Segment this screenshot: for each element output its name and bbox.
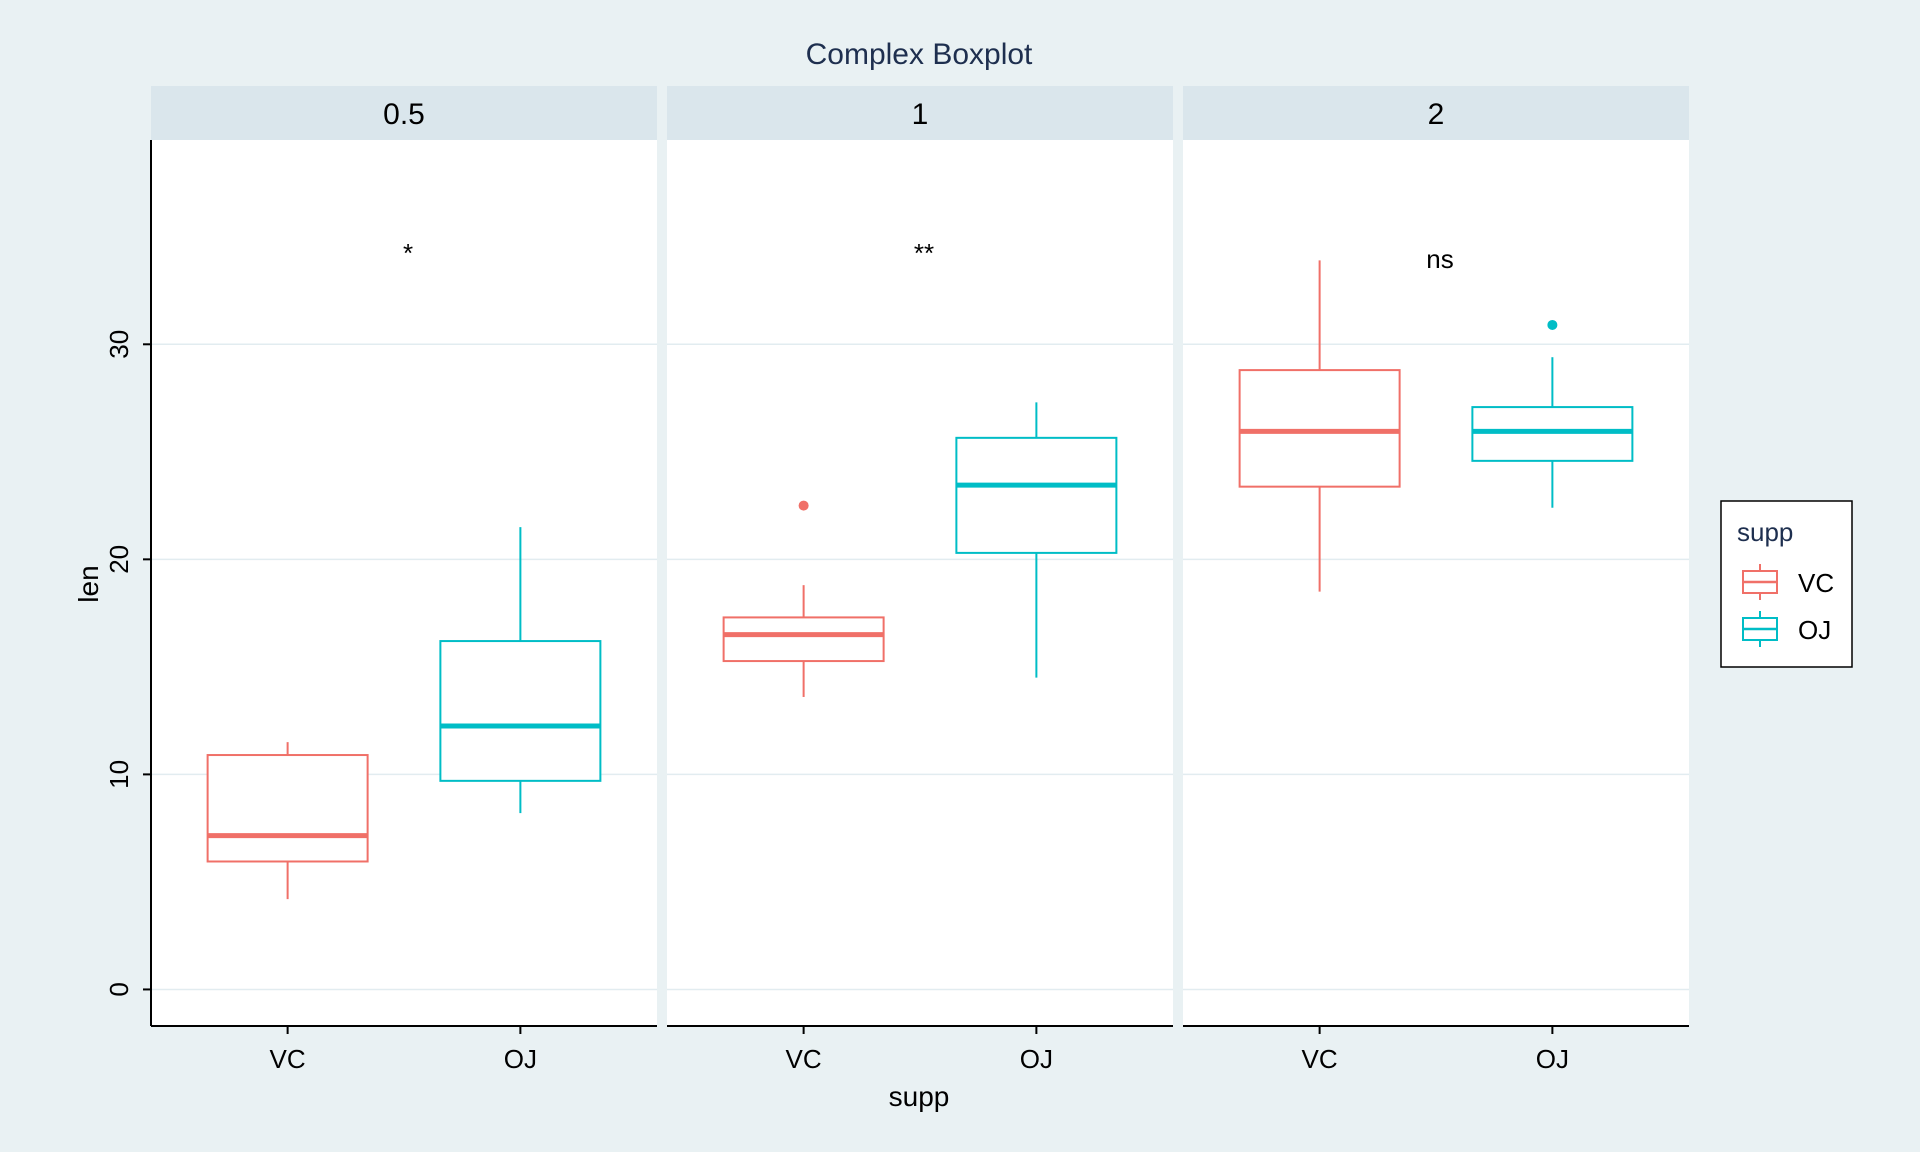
- facet-strip-label: 0.5: [383, 98, 425, 131]
- facet-strip: [667, 86, 1173, 140]
- box-body: [955, 436, 1118, 554]
- y-tick-label: 0: [104, 982, 134, 996]
- legend-key-oj: [1742, 611, 1778, 647]
- x-tick-label: OJ: [504, 1044, 537, 1074]
- box-vc: [206, 742, 369, 900]
- facet-strip: [1183, 86, 1689, 140]
- legend-key-vc: [1742, 564, 1778, 600]
- outlier-point: [1547, 319, 1558, 330]
- y-tick-label: 20: [104, 545, 134, 574]
- facet-panel: 1 VC OJ **: [667, 86, 1173, 1074]
- box-vc: [722, 500, 885, 697]
- x-tick-label: VC: [1302, 1044, 1338, 1074]
- x-tick-label: VC: [270, 1044, 306, 1074]
- box-body: [206, 754, 369, 863]
- facet-panel: 2 VC OJ ns: [1183, 86, 1689, 1074]
- x-tick-label: VC: [786, 1044, 822, 1074]
- y-tick-label: 30: [104, 330, 134, 359]
- legend-label: OJ: [1798, 615, 1831, 645]
- box-oj: [1471, 319, 1634, 508]
- box-body: [439, 640, 602, 782]
- y-axis: 0 10 20 30: [104, 140, 152, 1026]
- facet-plot-area: [1183, 140, 1689, 1026]
- box-body: [1471, 406, 1634, 462]
- significance-label: *: [403, 238, 413, 268]
- x-axis-label: supp: [889, 1081, 950, 1112]
- significance-label: ns: [1426, 244, 1453, 274]
- legend-title: supp: [1737, 517, 1793, 547]
- box-body: [1238, 369, 1401, 488]
- facet-panels: 0.5 VC OJ * 1 VC OJ ** 2 VC OJ ns: [151, 86, 1689, 1074]
- y-tick-label: 10: [104, 760, 134, 789]
- box-oj: [439, 527, 602, 814]
- box-vc: [1238, 260, 1401, 592]
- facet-strip-label: 1: [912, 98, 929, 131]
- y-axis-label: len: [73, 565, 104, 602]
- box-oj: [955, 402, 1118, 678]
- legend-label: VC: [1798, 568, 1834, 598]
- significance-label: **: [914, 238, 934, 268]
- chart-title: Complex Boxplot: [806, 38, 1033, 71]
- box-body: [722, 616, 885, 663]
- x-tick-label: OJ: [1536, 1044, 1569, 1074]
- facet-strip-label: 2: [1428, 98, 1445, 131]
- x-tick-label: OJ: [1020, 1044, 1053, 1074]
- facet-panel: 0.5 VC OJ *: [151, 86, 657, 1074]
- facet-plot-area: [151, 140, 657, 1026]
- facet-plot-area: [667, 140, 1173, 1026]
- outlier-point: [798, 500, 809, 511]
- facet-strip: [151, 86, 657, 140]
